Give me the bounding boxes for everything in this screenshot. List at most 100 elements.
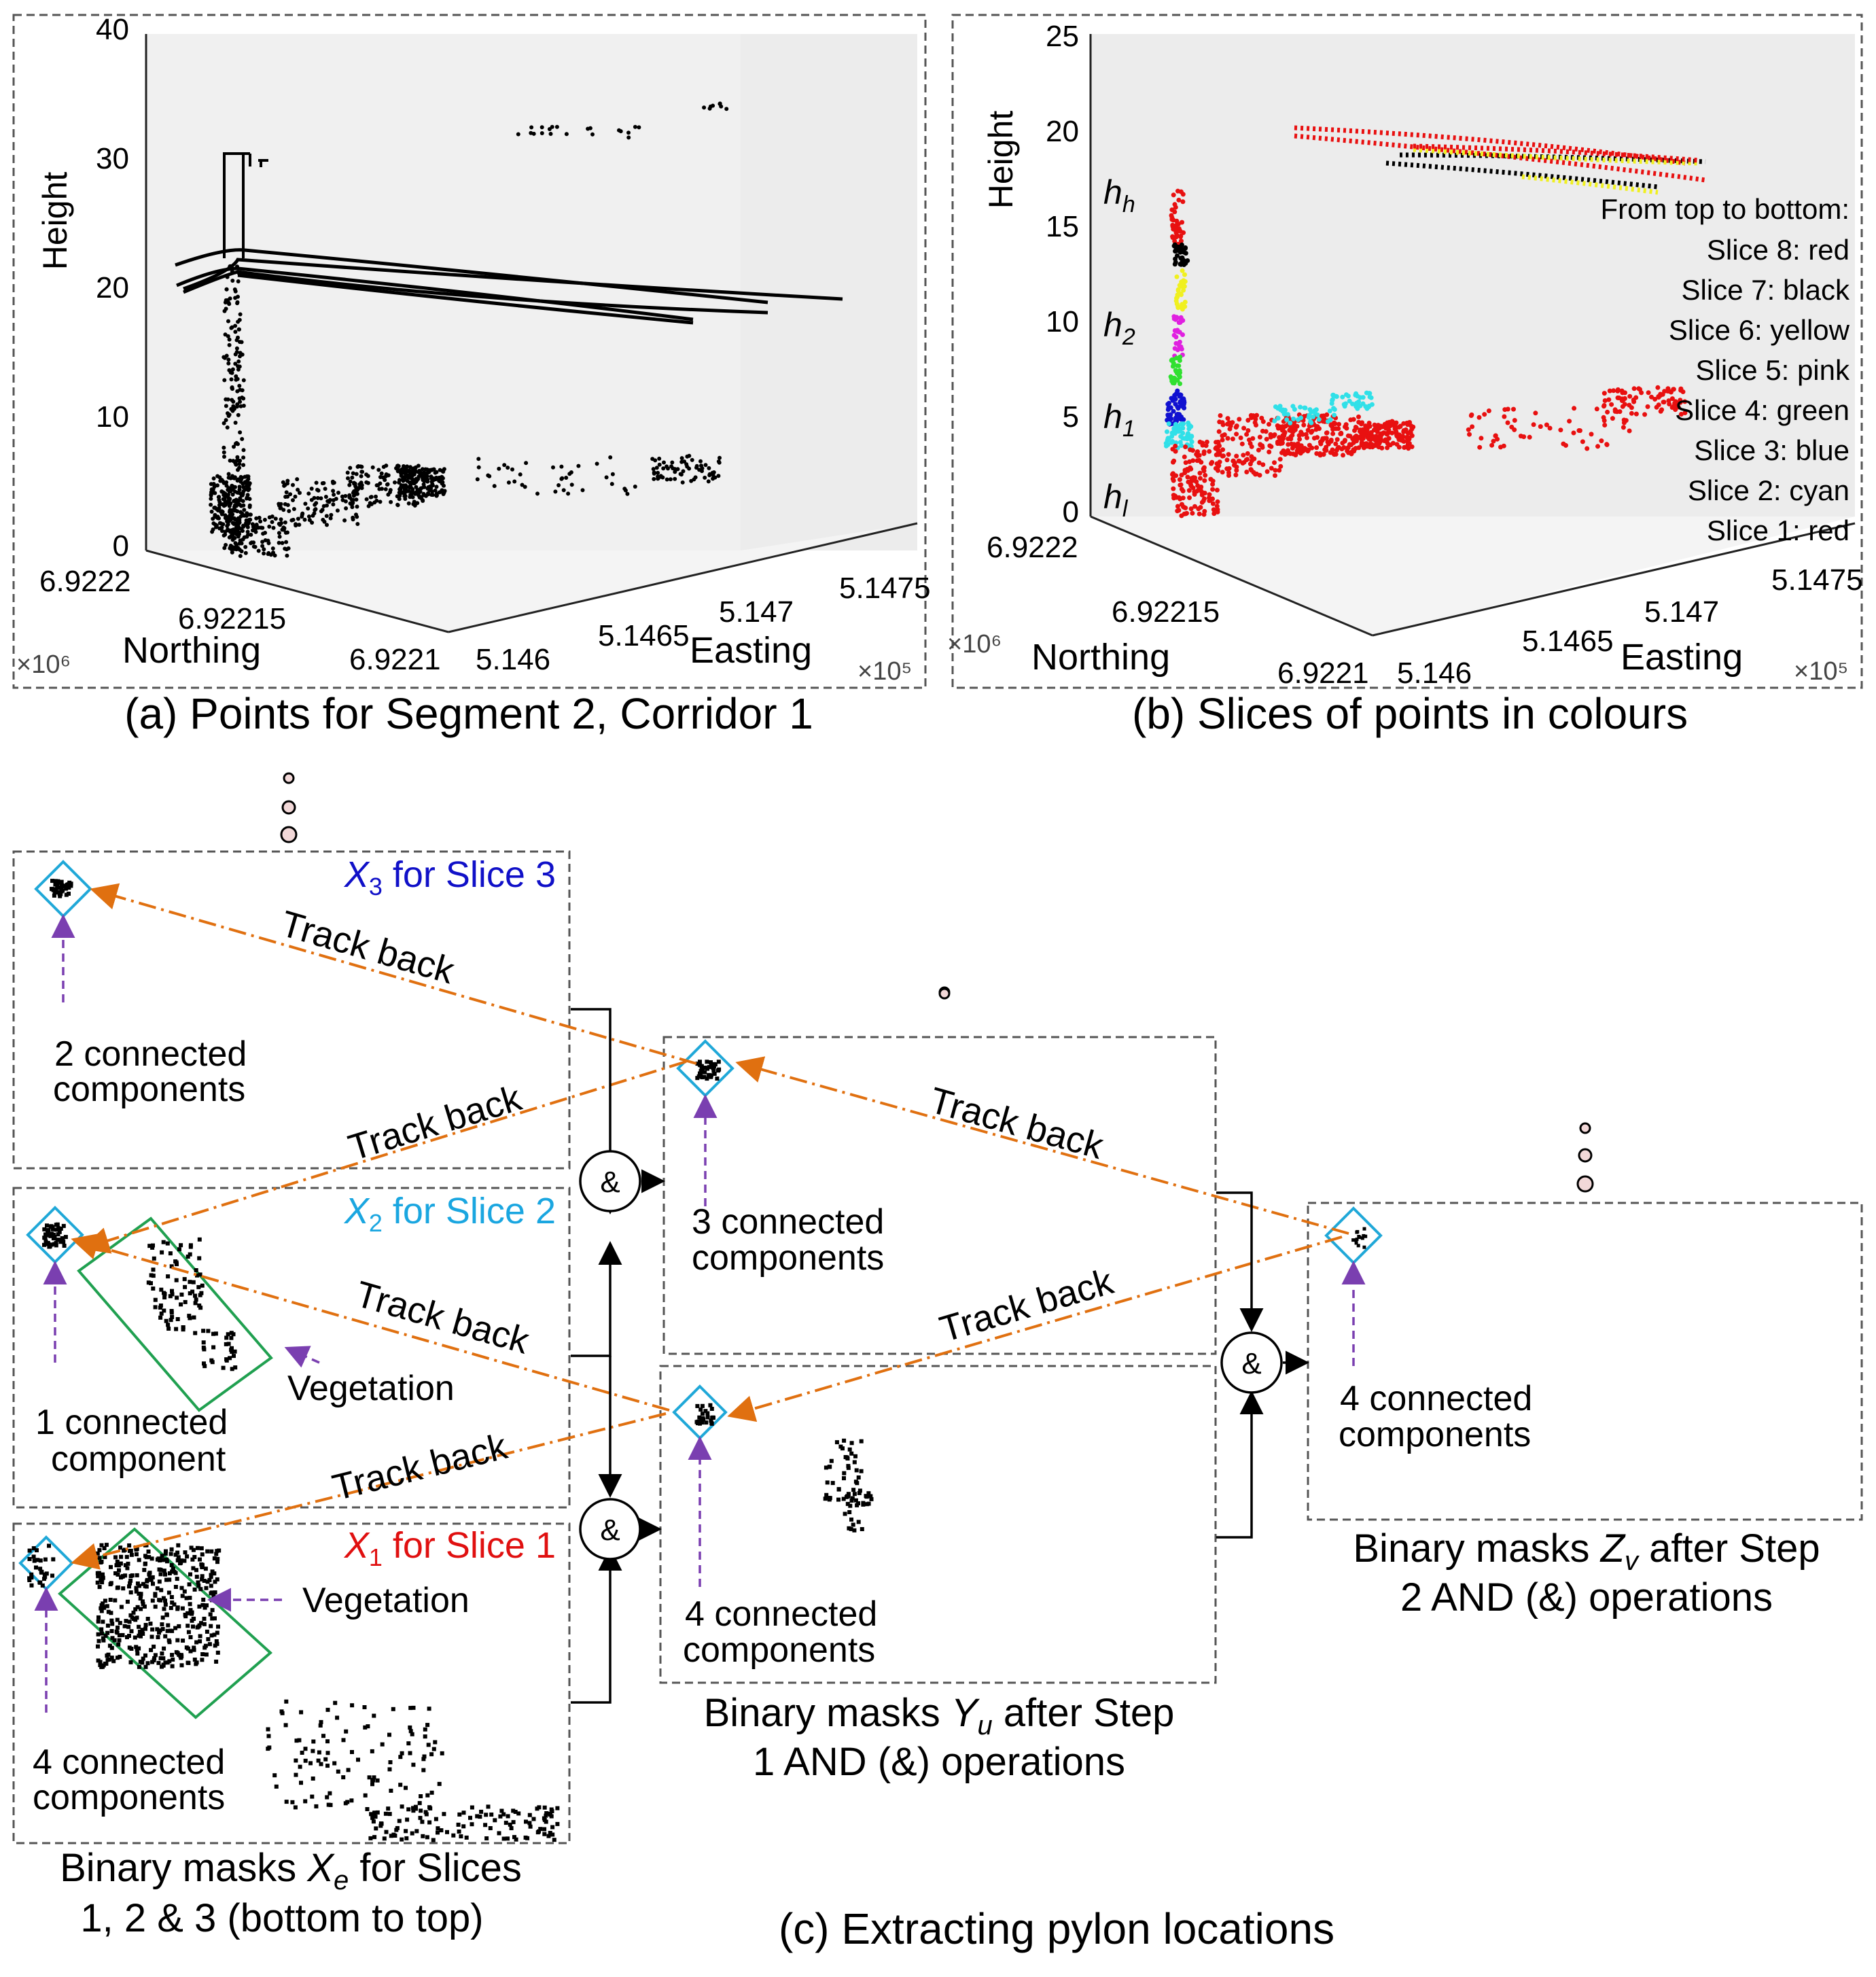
x1-veg-pixel (129, 1552, 134, 1557)
b-slice1-point (1580, 439, 1585, 444)
b-slice1-point (1277, 424, 1282, 430)
a-line-point (626, 130, 631, 135)
a-ground-point (238, 502, 243, 507)
b-slice2-point (1366, 403, 1372, 408)
b-slice1-point (1267, 421, 1271, 427)
x1-veg-pixel (99, 1543, 104, 1547)
x1-veg-pixel (215, 1549, 219, 1554)
x1-veg-pixel (105, 1604, 109, 1609)
b-slice1-point (1260, 419, 1266, 424)
b-slice1-point (1209, 459, 1215, 465)
b-slice1-point (1629, 405, 1634, 410)
x1-ground-pixel (325, 1764, 330, 1768)
a-veg-point (397, 480, 402, 485)
x1-veg-pixel (123, 1563, 128, 1568)
x1-ground-pixel (372, 1811, 376, 1816)
x1-veg-pixel (139, 1634, 143, 1639)
y-bot-veg-pixel (868, 1494, 873, 1499)
x1-veg-pixel (215, 1598, 219, 1603)
x1-ground-pixel (272, 1773, 277, 1778)
x1-veg-pixel (120, 1632, 125, 1637)
x2-cc-label: component (51, 1439, 226, 1479)
b-slice8-point (1178, 228, 1183, 234)
x1-veg-pixel (158, 1656, 163, 1660)
x1-veg-pixel (109, 1656, 114, 1660)
x1-cc-label: 4 connected (33, 1743, 225, 1782)
b-slice1-point (1336, 444, 1341, 450)
b-slice5-point (1178, 319, 1184, 323)
z-mask-pixel (1356, 1244, 1360, 1248)
y-bot-veg-pixel (842, 1438, 847, 1443)
a-veg-point (353, 484, 358, 489)
x2-veg-pixel (175, 1295, 179, 1300)
b-slice1-point (1214, 504, 1220, 509)
a-ground-point (681, 469, 686, 474)
x2-veg-pixel (185, 1255, 190, 1259)
a-ztick: 40 (96, 13, 129, 46)
track-back-label: Track back (277, 903, 459, 992)
b-slice1-point (1292, 442, 1296, 447)
a-ground-point (238, 510, 243, 514)
b-slice1-point (1538, 424, 1543, 430)
b-slice2-point (1309, 420, 1314, 425)
x1-veg-pixel (118, 1545, 123, 1550)
b-slice1-point (1377, 425, 1382, 431)
b-slice3-point (1180, 398, 1186, 403)
a-veg-point (434, 475, 439, 480)
a-ground-point (247, 487, 251, 491)
b-slice1-point (1533, 410, 1538, 416)
b-slice4-point (1177, 368, 1182, 373)
a-veg-point (408, 465, 412, 470)
b-h-mark: h2 (1103, 306, 1135, 350)
x1-veg-pixel (101, 1638, 106, 1643)
b-slice1-point (1654, 404, 1659, 410)
a-pylon-point (237, 327, 241, 332)
x1-veg-pixel (142, 1568, 147, 1573)
x1-veg-pixel (165, 1660, 170, 1665)
x2-veg-pixel (160, 1250, 164, 1255)
a-ground-point (250, 522, 255, 527)
x1-veg-pixel (143, 1623, 148, 1627)
x1-ground-pixel (433, 1740, 438, 1745)
a-veg-point (343, 493, 348, 498)
b-slice1-point (1260, 462, 1266, 468)
x2-veg-pixel (149, 1273, 154, 1278)
a-ground-point (569, 483, 574, 487)
x3-mask-pixel (59, 886, 63, 890)
a-pylon-point (241, 448, 246, 453)
b-slice1-point (1197, 470, 1203, 476)
a-veg-point (420, 467, 425, 472)
a-ground-point (673, 476, 677, 481)
x1-veg-pixel (161, 1656, 166, 1661)
x1-ground-pixel (468, 1815, 472, 1820)
a-ground-point (665, 464, 669, 469)
x1-ground-pixel (537, 1805, 542, 1810)
x2-mask-pixel (48, 1244, 52, 1249)
zv-caption-line2: 2 AND (&) operations (1400, 1575, 1773, 1620)
x2-veg-pixel (161, 1240, 166, 1244)
a-pylon-point (238, 430, 243, 435)
a-veg-point (291, 498, 295, 502)
a-pylon-point (240, 396, 245, 400)
and-circle-3 (1220, 1331, 1283, 1394)
a-veg-point (332, 492, 336, 497)
a-pylon-point (235, 455, 240, 459)
b-slice3-point (1172, 393, 1178, 398)
x1-veg-pixel (215, 1641, 219, 1646)
x2-veg-pixel (232, 1349, 237, 1354)
x2-mask-pixel (62, 1244, 67, 1248)
a-pylon-point (222, 546, 227, 550)
b-slice2-point (1186, 432, 1191, 438)
b-slice1-point (1288, 436, 1294, 442)
b-slice1-point (1192, 504, 1197, 509)
a-ground-point (211, 527, 215, 532)
a-veg-point (408, 470, 413, 474)
a-ground-point (243, 487, 247, 492)
b-slice1-point (1604, 442, 1610, 447)
b-slice1-point (1337, 421, 1341, 427)
a-veg-point (412, 503, 417, 508)
x1-veg-pixel (98, 1660, 103, 1664)
b-slice1-point (1182, 454, 1187, 459)
x1-veg-pixel (118, 1654, 122, 1659)
